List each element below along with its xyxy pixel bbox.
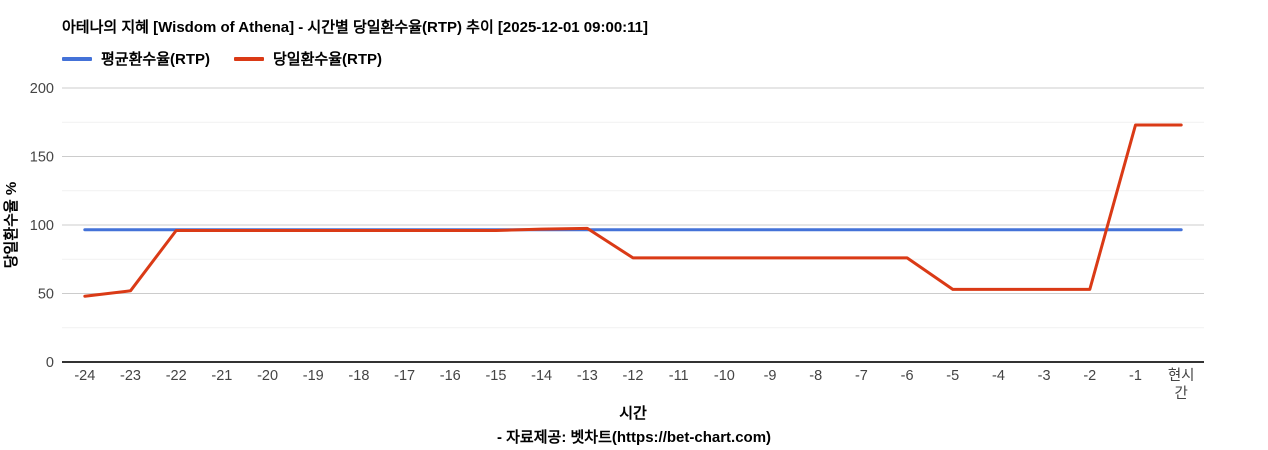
- x-tick-labels: -24 -23 -22 -21 -20 -19 -18 -17 -16 -15 -14 -13 -12 -…: [74, 367, 1194, 402]
- svg-text:-2: -2: [1083, 368, 1096, 384]
- legend-label-average-rtp: 평균환수율(RTP): [101, 51, 210, 68]
- major-gridlines: [62, 87, 1204, 294]
- svg-text:150: 150: [30, 150, 54, 166]
- svg-text:0: 0: [46, 355, 54, 371]
- svg-text:-14: -14: [531, 368, 552, 384]
- svg-text:-12: -12: [623, 368, 644, 384]
- svg-text:-7: -7: [855, 368, 868, 384]
- svg-text:200: 200: [30, 81, 54, 97]
- legend: 평균환수율(RTP) 당일환수율(RTP): [62, 48, 406, 69]
- svg-text:-15: -15: [485, 368, 506, 384]
- svg-text:-23: -23: [120, 368, 141, 384]
- svg-text:-3: -3: [1038, 368, 1051, 384]
- svg-text:-10: -10: [714, 368, 735, 384]
- svg-text:-11: -11: [669, 368, 689, 384]
- svg-text:-24: -24: [74, 368, 95, 384]
- svg-text:-16: -16: [440, 368, 461, 384]
- svg-text:-21: -21: [211, 368, 232, 384]
- average-rtp-line-swatch: [62, 56, 92, 61]
- legend-item-average-rtp[interactable]: 평균환수율(RTP): [62, 48, 210, 69]
- svg-text:-19: -19: [303, 368, 324, 384]
- legend-item-daily-rtp[interactable]: 당일환수율(RTP): [234, 48, 382, 69]
- svg-text:-18: -18: [348, 368, 369, 384]
- svg-text:-6: -6: [901, 368, 914, 384]
- svg-text:100: 100: [30, 218, 54, 234]
- chart-title: 아테나의 지혜 [Wisdom of Athena] - 시간별 당일환수율(R…: [62, 19, 649, 36]
- svg-text:-13: -13: [577, 368, 598, 384]
- svg-text:-9: -9: [764, 368, 777, 384]
- svg-text:-5: -5: [946, 368, 959, 384]
- x-axis-title: 시간: [619, 405, 647, 422]
- y-axis-title: 당일환수율 %: [2, 182, 20, 269]
- svg-text:-22: -22: [166, 368, 187, 384]
- svg-text:간: 간: [1174, 385, 1187, 402]
- minor-gridlines: [62, 121, 1204, 329]
- source-credit: - 자료제공: 벳차트(https://bet-chart.com): [496, 429, 772, 446]
- svg-text:50: 50: [38, 287, 54, 303]
- svg-text:-17: -17: [394, 368, 415, 384]
- legend-label-daily-rtp: 당일환수율(RTP): [273, 51, 382, 68]
- svg-text:현시: 현시: [1168, 367, 1195, 384]
- svg-text:-4: -4: [992, 368, 1005, 384]
- svg-text:-20: -20: [257, 368, 278, 384]
- series-line-daily-rtp[interactable]: [83, 123, 1183, 298]
- svg-text:-1: -1: [1129, 368, 1142, 384]
- daily-rtp-line-swatch: [234, 56, 264, 61]
- y-tick-labels: 0 50 100 150 200: [30, 81, 54, 371]
- svg-text:-8: -8: [809, 368, 822, 384]
